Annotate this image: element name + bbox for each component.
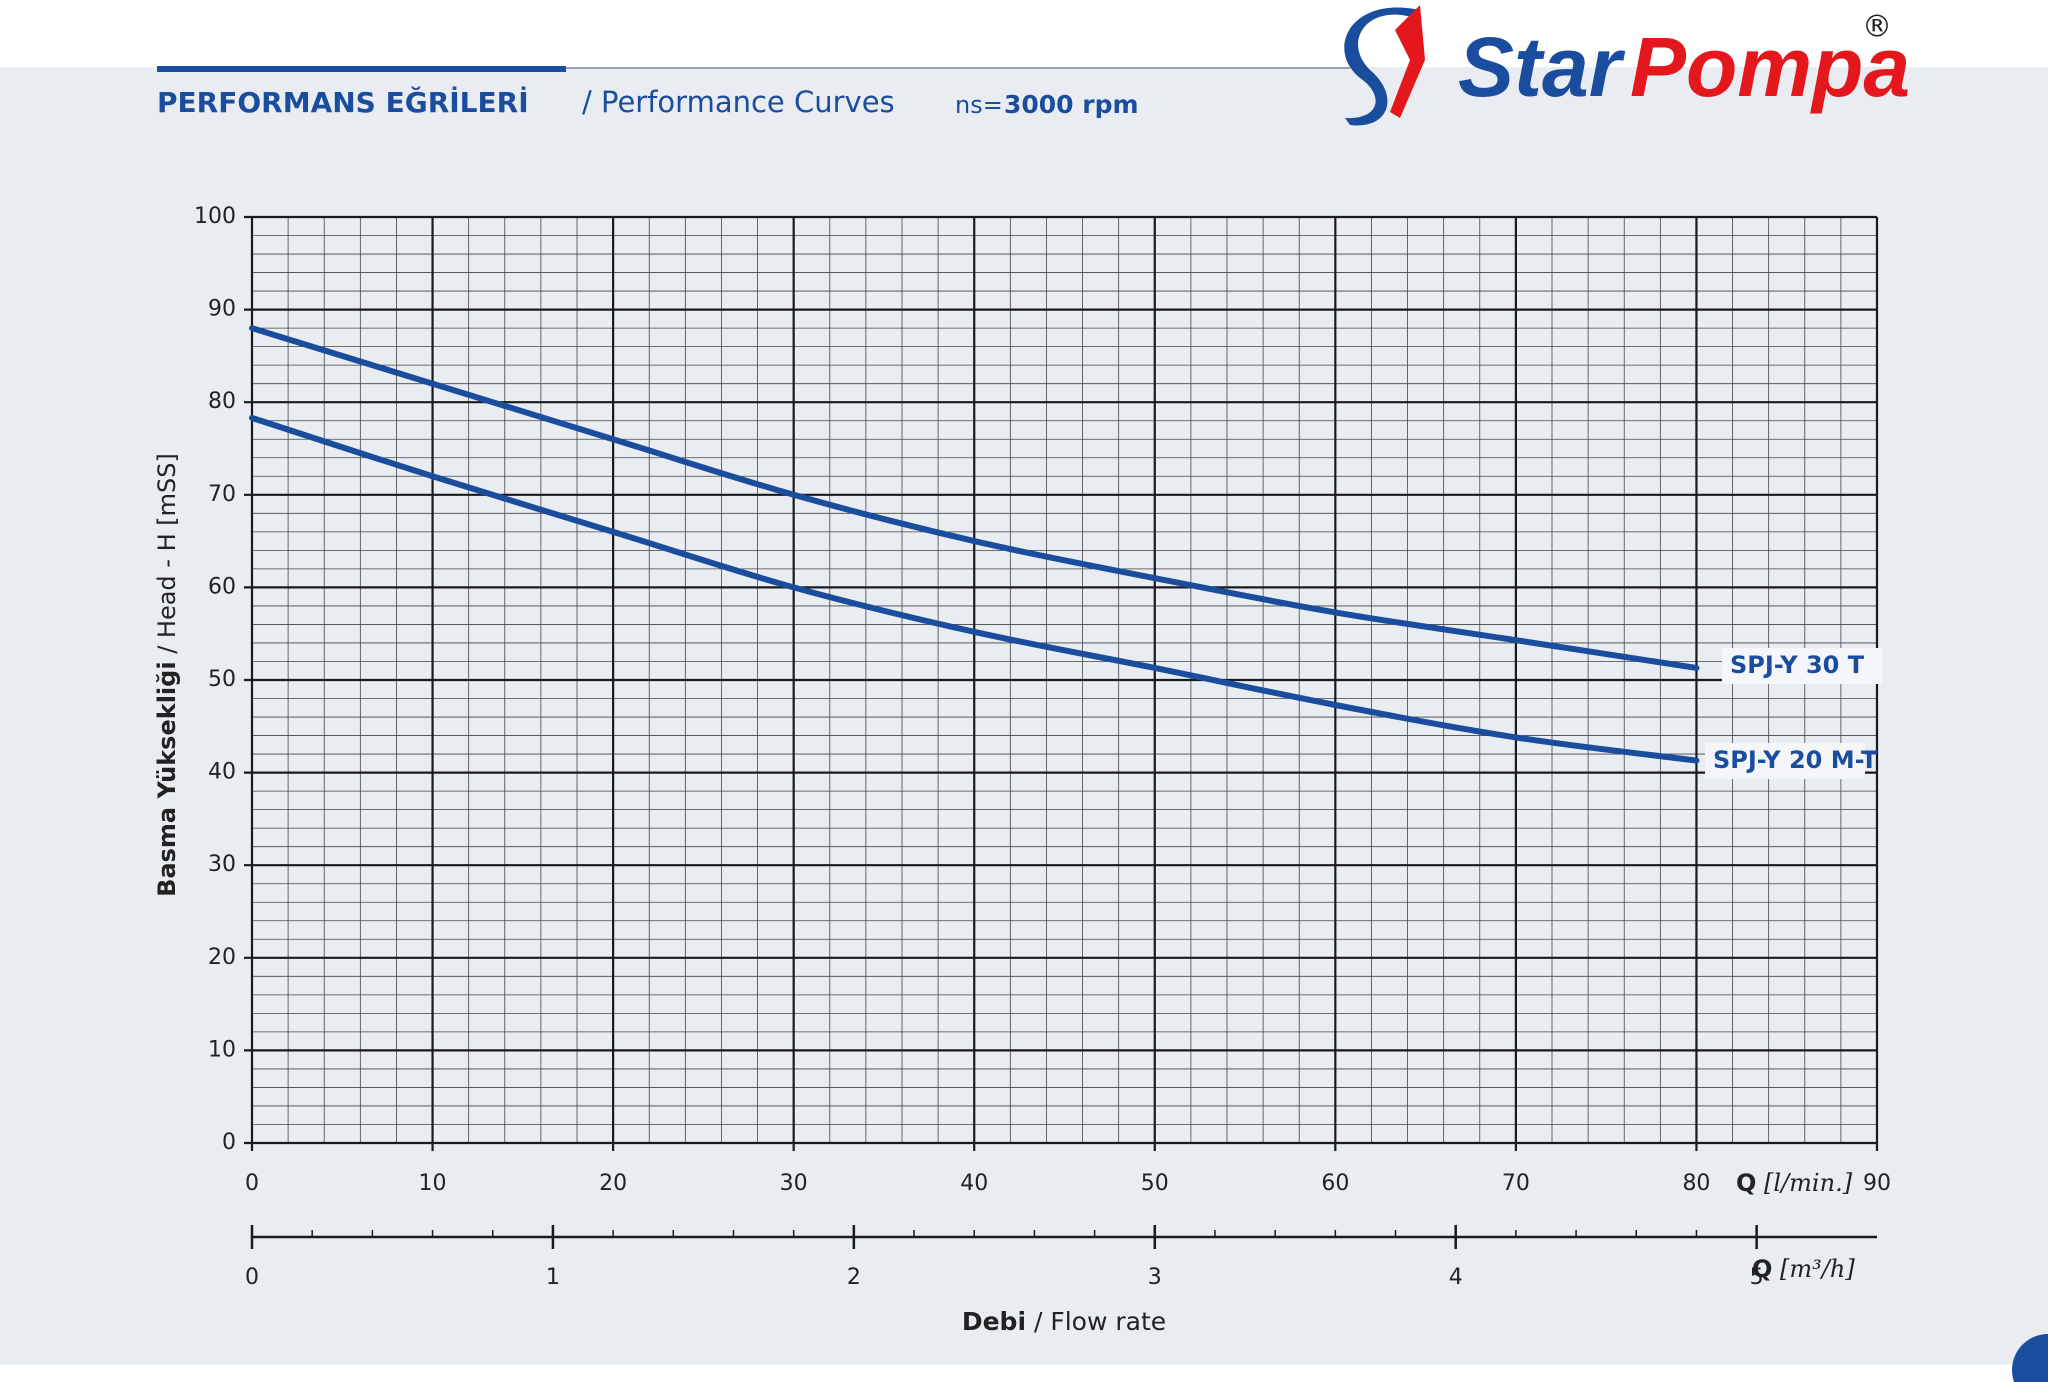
series-label-bg [1722, 648, 1882, 684]
speed-label: ns= [955, 91, 1003, 119]
x-unit-text: [l/min.] [1764, 1169, 1853, 1197]
y-tick-label: 60 [208, 574, 236, 599]
logo-mark [1344, 7, 1420, 126]
y-tick-label: 40 [208, 760, 236, 785]
y-tick-label: 100 [194, 204, 236, 229]
series-label-bg [1705, 743, 1865, 779]
y-tick-label: 30 [208, 852, 236, 877]
y-axis-label-tr: Basma Yüksekliği [153, 661, 181, 896]
x-unit-symbol: Q [1736, 1169, 1756, 1197]
x2-unit-text: [m³/h] [1780, 1255, 1855, 1283]
y-tick-label: 0 [222, 1130, 236, 1155]
series-line [249, 325, 1700, 671]
x2-tick-label: 4 [1449, 1265, 1463, 1290]
background [0, 67, 2048, 1365]
y-tick-label: 80 [208, 389, 236, 414]
x2-tick-label: 5 [1750, 1265, 1764, 1290]
x-tick-label: 40 [960, 1171, 988, 1196]
speed-value: 3000 rpm [1004, 90, 1139, 119]
title-bar [157, 66, 566, 72]
series-line [249, 414, 1700, 764]
x2-tick-label: 0 [245, 1265, 259, 1290]
y-axis-label-en: / Head - H [mSS] [153, 453, 181, 654]
x2-unit-symbol: Q [1752, 1255, 1772, 1283]
series-label: SPJ-Y 20 M-T [1713, 746, 1878, 774]
x2-tick-label: 1 [546, 1265, 560, 1290]
x2-tick-label: 2 [847, 1265, 861, 1290]
x2-unit: Q [m³/h] [1752, 1255, 1855, 1284]
series-label: SPJ-Y 30 T [1730, 651, 1865, 679]
x-tick-label: 90 [1863, 1171, 1891, 1196]
x-tick-label: 0 [245, 1171, 259, 1196]
x-axis-label: Debi / Flow rate [962, 1307, 1166, 1336]
chart-title: PERFORMANS EĞRİLERİ [157, 85, 529, 119]
x-axis-label-tr: Debi [962, 1307, 1026, 1336]
y-tick-label: 70 [208, 482, 236, 507]
x-tick-label: 80 [1682, 1171, 1710, 1196]
logo-registered: ® [1862, 10, 1892, 45]
y-tick-label: 90 [208, 297, 236, 322]
x-axis-label-en: / Flow rate [1034, 1307, 1166, 1336]
y-tick-label: 50 [208, 667, 236, 692]
logo-pompa: Pompa [1630, 20, 1910, 114]
x-tick-label: 20 [599, 1171, 627, 1196]
footer [0, 1365, 2048, 1382]
x-tick-label: 30 [780, 1171, 808, 1196]
x-tick-label: 60 [1321, 1171, 1349, 1196]
x-tick-label: 50 [1141, 1171, 1169, 1196]
x2-tick-label: 3 [1148, 1265, 1162, 1290]
logo: Star Pompa ® [1344, 5, 1910, 126]
y-tick-label: 20 [208, 945, 236, 970]
y-axis-label: Basma Yüksekliği / Head - H [mSS] [153, 453, 181, 897]
x-tick-label: 70 [1502, 1171, 1530, 1196]
logo-star: Star [1458, 20, 1626, 114]
y-tick-label: 10 [208, 1037, 236, 1062]
x-unit: Q [l/min.] [1736, 1169, 1853, 1198]
x-tick-label: 10 [419, 1171, 447, 1196]
logo-mark [1390, 5, 1425, 118]
corner-badge [2012, 1334, 2048, 1382]
chart-subtitle: / Performance Curves [582, 85, 895, 119]
